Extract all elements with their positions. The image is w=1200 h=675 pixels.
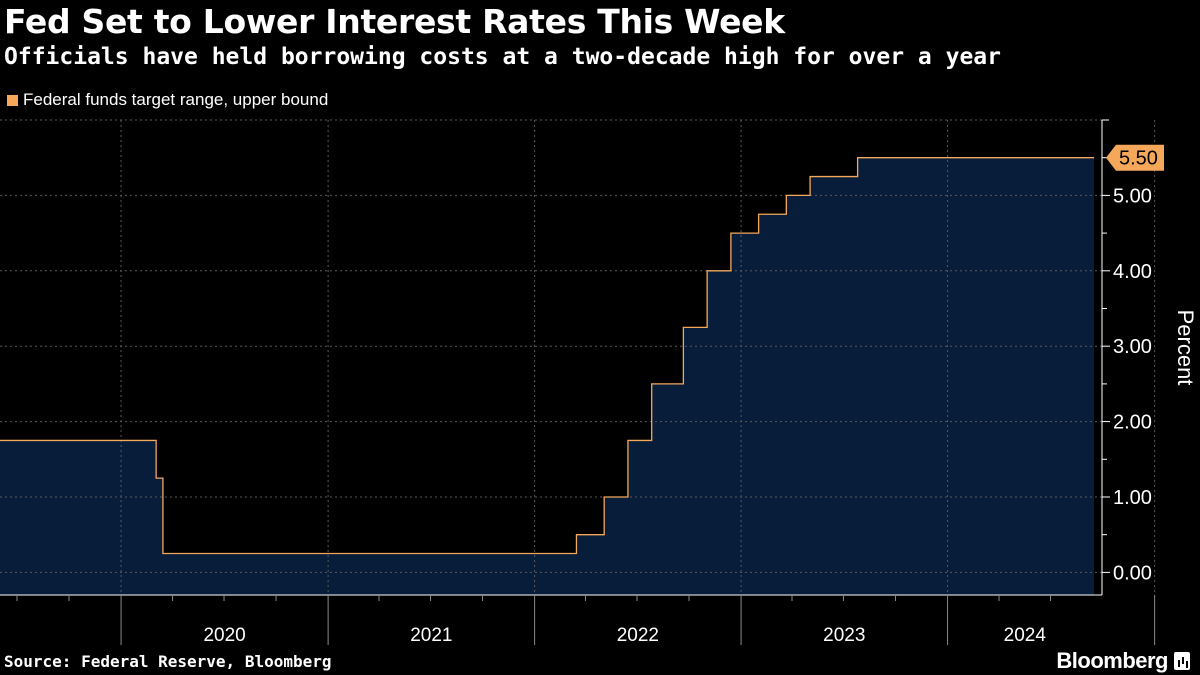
x-tick-label: 2021 <box>410 625 452 646</box>
y-axis-label: Percent <box>1173 310 1198 386</box>
series-line <box>0 157 1095 555</box>
brand-logo: Bloomberg <box>1056 648 1190 674</box>
chart-title: Fed Set to Lower Interest Rates This Wee… <box>4 2 785 41</box>
y-tick-label: 2.00 <box>1113 412 1152 434</box>
legend: Federal funds target range, upper bound <box>7 90 328 110</box>
y-tick-label: 1.00 <box>1113 487 1152 509</box>
chart-subtitle: Officials have held borrowing costs at a… <box>4 44 1001 70</box>
bloomberg-terminal-icon <box>1174 652 1190 670</box>
last-value-tag <box>1106 144 1164 171</box>
x-tick-label: 2020 <box>203 625 245 646</box>
y-tick-label: 0.00 <box>1113 562 1152 584</box>
x-tick-label: 2022 <box>617 625 659 646</box>
x-tick-label: 2024 <box>1004 625 1047 646</box>
y-tick-label: 3.00 <box>1113 336 1152 358</box>
brand-name: Bloomberg <box>1056 648 1168 673</box>
series-area <box>0 157 1095 595</box>
x-tick-label: 2023 <box>823 625 865 646</box>
y-tick-label: 4.00 <box>1113 261 1152 283</box>
y-tick-label: 5.00 <box>1113 185 1152 207</box>
legend-swatch <box>7 94 18 106</box>
source-note: Source: Federal Reserve, Bloomberg <box>4 652 332 671</box>
last-value-label: 5.50 <box>1119 148 1158 170</box>
legend-label: Federal funds target range, upper bound <box>23 90 329 109</box>
